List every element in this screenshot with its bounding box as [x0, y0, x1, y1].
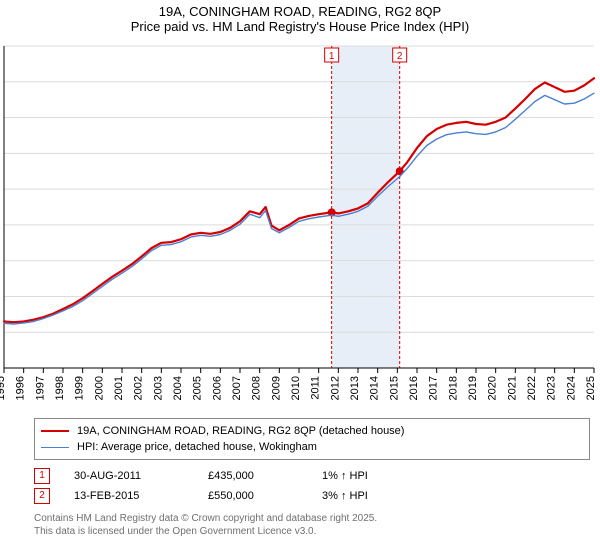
x-tick-label: 2011: [310, 376, 322, 400]
sale-row: 1 30-AUG-2011 £435,000 1% ↑ HPI: [34, 466, 590, 486]
x-tick-label: 1999: [74, 376, 86, 400]
sale-price: £435,000: [208, 466, 298, 486]
attribution-line2: This data is licensed under the Open Gov…: [34, 525, 590, 538]
x-tick-label: 2004: [172, 376, 184, 400]
title-block: 19A, CONINGHAM ROAD, READING, RG2 8QP Pr…: [0, 0, 600, 34]
x-tick-label: 2010: [290, 376, 302, 400]
x-tick-label: 2012: [329, 376, 341, 400]
title-line1: 19A, CONINGHAM ROAD, READING, RG2 8QP: [0, 4, 600, 19]
chart-container: 19A, CONINGHAM ROAD, READING, RG2 8QP Pr…: [0, 0, 600, 560]
x-tick-label: 2000: [93, 376, 105, 400]
sale-price: £550,000: [208, 486, 298, 506]
x-tick-label: 1998: [54, 376, 66, 400]
x-tick-label: 2018: [447, 376, 459, 400]
x-tick-label: 2021: [506, 376, 518, 400]
sale-delta: 3% ↑ HPI: [322, 486, 442, 506]
y-tick-label: £500K: [0, 184, 1, 196]
x-tick-label: 1996: [15, 376, 27, 400]
x-tick-label: 2001: [113, 376, 125, 400]
x-tick-label: 2002: [133, 376, 145, 400]
x-tick-label: 2023: [546, 376, 558, 400]
series-price_paid: [4, 78, 594, 322]
x-tick-label: 2017: [428, 376, 440, 400]
y-tick-label: £400K: [0, 220, 1, 232]
attribution: Contains HM Land Registry data © Crown c…: [34, 512, 590, 538]
x-tick-label: 2022: [526, 376, 538, 400]
sale-row: 2 13-FEB-2015 £550,000 3% ↑ HPI: [34, 486, 590, 506]
x-tick-label: 2005: [192, 376, 204, 400]
y-tick-label: £600K: [0, 148, 1, 160]
x-tick-label: 2025: [585, 376, 597, 400]
series-hpi: [4, 93, 594, 324]
x-tick-label: 2013: [349, 376, 361, 400]
line-chart: £0£100K£200K£300K£400K£500K£600K£700K£80…: [0, 34, 600, 414]
y-tick-label: £900K: [0, 41, 1, 53]
sale-date: 30-AUG-2011: [74, 466, 184, 486]
sale-row-marker: 2: [34, 488, 50, 504]
chart-area: £0£100K£200K£300K£400K£500K£600K£700K£80…: [0, 34, 600, 414]
attribution-line1: Contains HM Land Registry data © Crown c…: [34, 512, 590, 525]
x-tick-label: 2006: [211, 376, 223, 400]
x-tick-label: 2019: [467, 376, 479, 400]
y-tick-label: £100K: [0, 327, 1, 339]
legend-row: 19A, CONINGHAM ROAD, READING, RG2 8QP (d…: [41, 423, 583, 439]
legend-row: HPI: Average price, detached house, Woki…: [41, 439, 583, 455]
y-tick-label: £200K: [0, 291, 1, 303]
x-tick-label: 2008: [251, 376, 263, 400]
x-tick-label: 2015: [388, 376, 400, 400]
legend: 19A, CONINGHAM ROAD, READING, RG2 8QP (d…: [34, 418, 590, 460]
sale-row-marker: 1: [34, 468, 50, 484]
x-tick-label: 1997: [34, 376, 46, 400]
x-tick-label: 2024: [565, 376, 577, 400]
x-tick-label: 2003: [152, 376, 164, 400]
sale-delta: 1% ↑ HPI: [322, 466, 442, 486]
sale-marker-number: 1: [329, 51, 335, 62]
x-tick-label: 2016: [408, 376, 420, 400]
y-tick-label: £700K: [0, 113, 1, 125]
y-tick-label: £300K: [0, 256, 1, 268]
x-tick-label: 2009: [270, 376, 282, 400]
legend-swatch: [41, 430, 69, 432]
legend-label: 19A, CONINGHAM ROAD, READING, RG2 8QP (d…: [77, 423, 404, 439]
legend-swatch: [41, 447, 69, 448]
title-line2: Price paid vs. HM Land Registry's House …: [0, 19, 600, 34]
x-tick-label: 2014: [369, 376, 381, 400]
sale-marker-number: 2: [397, 51, 403, 62]
y-tick-label: £800K: [0, 77, 1, 89]
x-tick-label: 2020: [487, 376, 499, 400]
x-tick-label: 2007: [231, 376, 243, 400]
legend-label: HPI: Average price, detached house, Woki…: [77, 439, 317, 455]
sale-date: 13-FEB-2015: [74, 486, 184, 506]
sales-table: 1 30-AUG-2011 £435,000 1% ↑ HPI 2 13-FEB-2015…: [34, 466, 590, 506]
x-tick-label: 1995: [0, 376, 7, 400]
